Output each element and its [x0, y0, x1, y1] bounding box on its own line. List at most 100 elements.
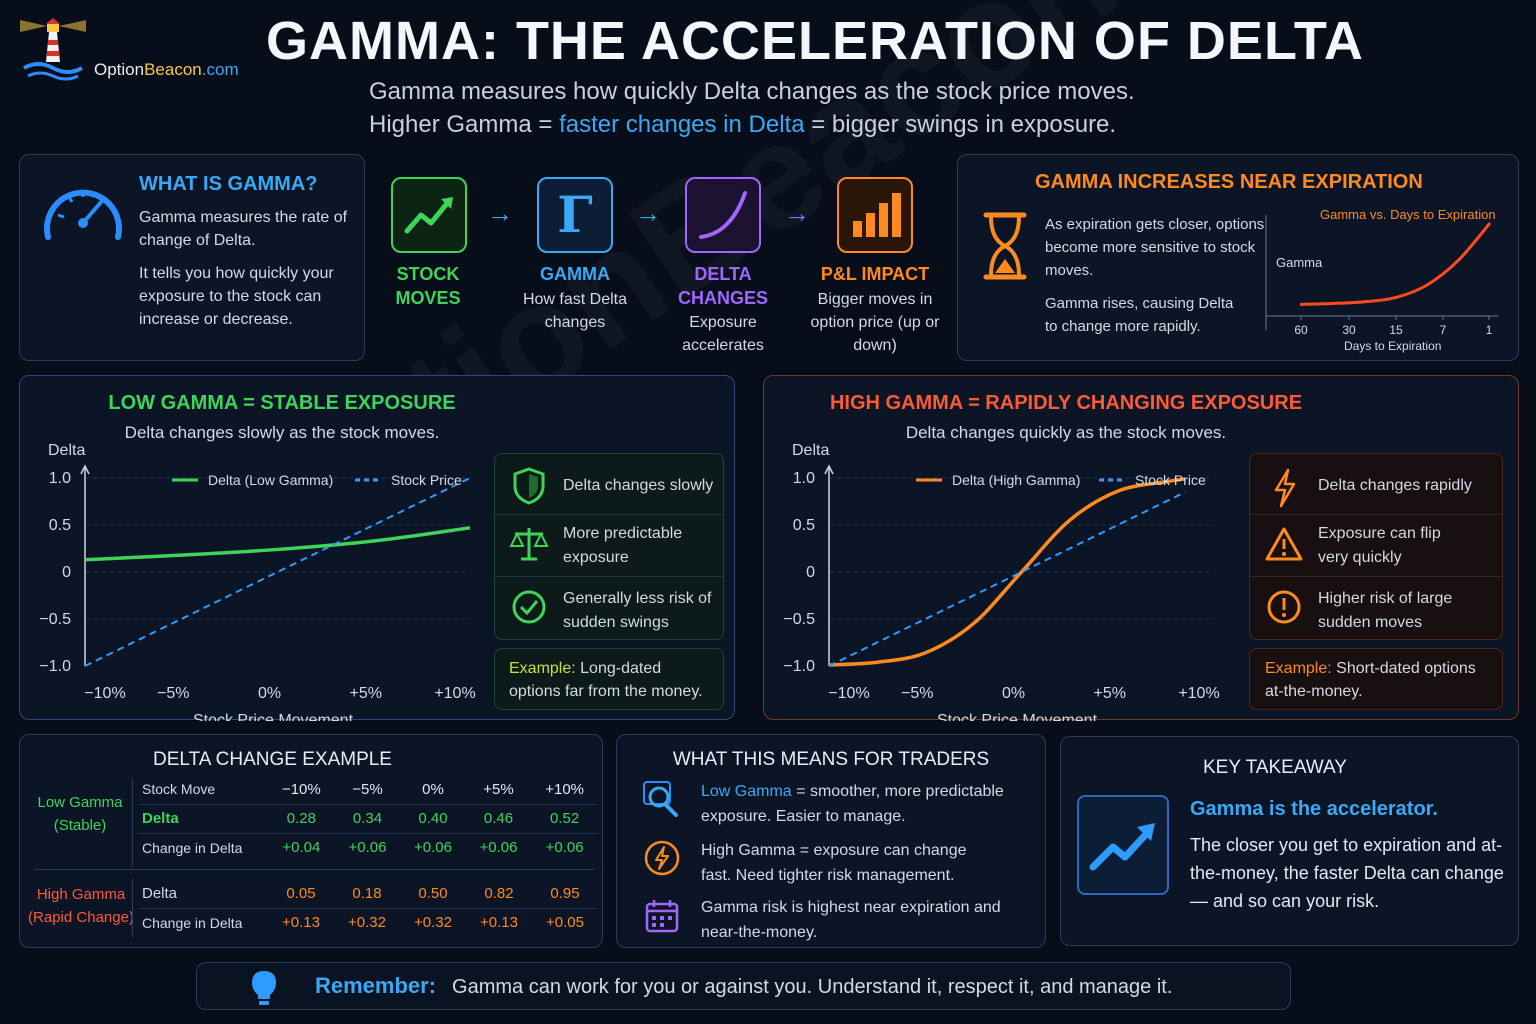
table-cell: 0.05 — [286, 884, 316, 902]
warning-icon — [1265, 527, 1303, 561]
high-sub: (Rapid Change) — [28, 909, 134, 926]
check-circle-icon — [512, 590, 546, 624]
y-tick-label: 0 — [806, 564, 815, 581]
table-cell: 0.52 — [550, 810, 580, 827]
expiration-panel: GAMMA INCREASES NEAR EXPIRATION As expir… — [957, 154, 1519, 361]
y-tick-label: 0.5 — [49, 517, 71, 534]
expiration-chart-xlabel: Days to Expiration — [1344, 339, 1442, 353]
divider — [132, 879, 133, 937]
takeaway-title: KEY TAKEAWAY — [1203, 757, 1347, 778]
x-axis-label: Stock Price Movement — [193, 712, 354, 721]
key-takeaway-panel: KEY TAKEAWAY Gamma is the accelerator. T… — [1060, 736, 1519, 946]
low-gamma-example: Example: Long-dated options far from the… — [494, 648, 724, 710]
low-gamma-panel: LOW GAMMA = STABLE EXPOSURE Delta change… — [19, 375, 735, 721]
table-cell: +0.32 — [348, 914, 386, 932]
low-gamma-chart: 1.0 0.5 0 −0.5 −1.0 Delta −10% −5% 0% +5% +10% Stoc… — [39, 442, 475, 721]
low-bullet-2: More predictable exposure — [563, 525, 683, 566]
table-cell: +0.32 — [414, 914, 452, 932]
magnifier-icon — [643, 781, 678, 817]
x-tick-label: −10% — [84, 685, 125, 702]
y-axis-arrow — [80, 464, 90, 475]
expiration-title: GAMMA INCREASES NEAR EXPIRATION — [1035, 171, 1423, 193]
y-tick-label: −0.5 — [39, 611, 71, 628]
traders-item-3: Gamma risk is highest near expiration an… — [701, 899, 1001, 941]
y-tick-label: −0.5 — [783, 611, 815, 628]
table-cell: −10% — [281, 780, 321, 798]
lighthouse-icon — [20, 18, 86, 81]
what-is-gamma-title: WHAT IS GAMMA? — [139, 173, 318, 195]
series-line — [828, 491, 1186, 667]
alert-circle-icon — [1267, 590, 1301, 624]
flow-arrow-2: → — [635, 198, 661, 228]
y-tick-label: −1.0 — [39, 658, 71, 675]
divider — [495, 514, 723, 515]
lightbulb-icon — [252, 971, 276, 1005]
gamma-icon: Γ — [537, 177, 613, 253]
table-cell: 0.50 — [418, 884, 448, 902]
table-cell: Delta — [142, 810, 179, 827]
what-is-gamma-p1: Gamma measures the rate of change of Del… — [139, 209, 348, 249]
y-tick-label: 0 — [62, 564, 71, 581]
low-bullet-3: Generally less risk of sudden swings — [563, 590, 712, 631]
high-gamma-bullets: Delta changes rapidly Exposure can flip … — [1249, 453, 1503, 640]
divider — [1250, 514, 1502, 515]
table-row: Delta 0.05 0.18 0.50 0.82 0.95 — [138, 879, 598, 908]
low-gamma-row-label: Low Gamma (Stable) — [20, 791, 140, 837]
traders-item-1: Low Gamma = smoother, more predictable e… — [701, 779, 1036, 829]
subtitle-part-a: Higher Gamma = — [369, 111, 560, 138]
scales-icon — [509, 528, 549, 561]
table-cell: +0.13 — [282, 914, 320, 932]
high-label: High Gamma — [36, 886, 126, 903]
x-tick-label: +5% — [350, 685, 382, 702]
table-cell: Change in Delta — [142, 914, 243, 931]
remember-text: Remember: Gamma can work for you or again… — [315, 973, 1172, 999]
brand-name-1: Option — [94, 60, 145, 79]
lightning-icon — [1274, 468, 1296, 508]
high-gamma-table: Delta 0.05 0.18 0.50 0.82 0.95 Change in… — [138, 879, 598, 937]
what-is-gamma-panel: WHAT IS GAMMA? Gamma measures the rate o… — [19, 154, 365, 361]
high-gamma-subtitle: Delta changes quickly as the stock moves… — [905, 423, 1227, 442]
calendar-icon — [645, 900, 679, 933]
x-axis-label: Stock Price Movement — [937, 712, 1098, 721]
table-row: Change in Delta +0.04 +0.06 +0.06 +0.06 … — [138, 833, 598, 862]
traders-panel: WHAT THIS MEANS FOR TRADERS Low Gamma = … — [616, 734, 1046, 948]
bar-chart-icon — [837, 177, 913, 253]
traders-item-1-text: = smoother, more predictable exposure. E… — [701, 783, 1004, 825]
low-gamma-bullets: Delta changes slowly More predictable ex… — [494, 453, 724, 640]
table-cell: −5% — [352, 780, 383, 798]
x-tick-label: 0% — [258, 685, 281, 702]
brand-name-2: Beacon — [144, 60, 202, 79]
expiration-p2: Gamma rises, causing Delta to change mor… — [1045, 295, 1234, 335]
x-tick-label: 15 — [1389, 323, 1403, 335]
table-cell: 0.95 — [550, 884, 580, 902]
table-cell: Delta — [142, 884, 178, 902]
gamma-expiration-chart: 60 30 15 7 1 — [1265, 215, 1498, 335]
expiration-chart-title: Gamma vs. Days to Expiration — [1320, 207, 1496, 222]
flow-step-2-title: GAMMA — [540, 264, 610, 284]
logo[interactable]: OptionBeacon.com — [16, 18, 256, 82]
low-gamma-table: Stock Move −10% −5% 0% +5% +10% Delta 0.… — [138, 775, 598, 862]
lightning-circle-icon — [644, 840, 680, 876]
brand-name-3: .com — [201, 60, 239, 79]
flow-step-4-title: P&L IMPACT — [820, 264, 930, 284]
flow-arrow-3: → — [784, 198, 810, 228]
high-bullet-1: Delta changes rapidly — [1318, 477, 1472, 494]
flow-step-3-title: DELTA CHANGES — [677, 264, 768, 308]
low-bullet-1: Delta changes slowly — [563, 477, 714, 494]
legend-label: Delta (High Gamma) — [952, 472, 1080, 488]
low-example-text: Long-dated options far from the money. — [509, 660, 703, 700]
flow-step-1-title: STOCK MOVES — [395, 264, 461, 308]
takeaway-text: The closer you get to expiration and at-… — [1190, 835, 1504, 911]
high-gamma-chart: 1.0 0.5 0 −0.5 −1.0 Delta −10% −5% 0% +5% +10% Stoc… — [783, 442, 1219, 721]
remember-label: Remember: — [315, 973, 437, 998]
x-tick-label: −5% — [157, 685, 189, 702]
low-gamma-subtitle: Delta changes slowly as the stock moves. — [124, 423, 440, 442]
table-cell: +0.06 — [545, 839, 584, 857]
subtitle-line-2: Higher Gamma = faster changes in Delta =… — [369, 111, 1116, 139]
x-tick-label: +10% — [434, 685, 475, 702]
x-tick-label: 30 — [1342, 323, 1356, 335]
traders-title: WHAT THIS MEANS FOR TRADERS — [672, 749, 990, 770]
y-axis-arrow — [824, 464, 834, 475]
table-cell: +0.04 — [282, 839, 321, 857]
table-cell: +0.06 — [479, 839, 518, 857]
